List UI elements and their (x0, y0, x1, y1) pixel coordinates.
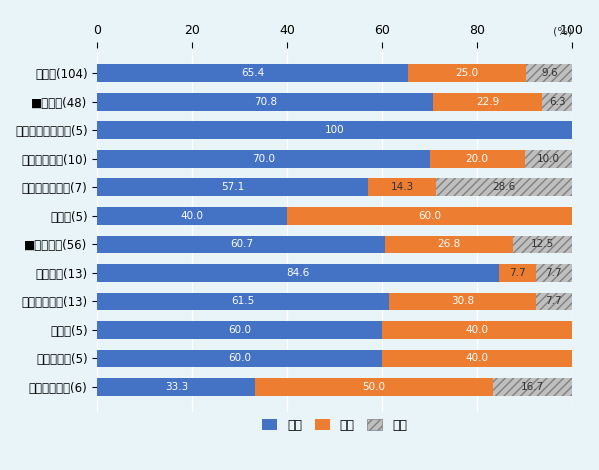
Text: 60.7: 60.7 (230, 239, 253, 250)
Text: 7.7: 7.7 (546, 297, 562, 306)
Bar (98, 207, 288, 225)
Text: 30.8: 30.8 (451, 297, 474, 306)
Bar (98, 264, 499, 282)
Text: 10.0: 10.0 (537, 154, 560, 164)
Text: 70.0: 70.0 (252, 154, 275, 164)
Text: 6.3: 6.3 (549, 97, 565, 107)
Bar (536, 264, 572, 282)
Bar (525, 150, 572, 168)
Text: 26.8: 26.8 (437, 239, 461, 250)
Text: (%): (%) (553, 27, 572, 37)
Bar (382, 321, 572, 339)
Bar (536, 264, 572, 282)
Bar (493, 378, 572, 396)
Text: 40.0: 40.0 (181, 211, 204, 221)
Text: 40.0: 40.0 (465, 353, 489, 363)
Text: 40.0: 40.0 (465, 325, 489, 335)
Text: 33.3: 33.3 (165, 382, 188, 392)
Bar (382, 350, 572, 368)
Text: 70.8: 70.8 (254, 97, 277, 107)
Text: 16.7: 16.7 (521, 382, 544, 392)
Text: 100: 100 (325, 125, 344, 135)
Bar (98, 150, 429, 168)
Bar (368, 179, 436, 196)
Text: 61.5: 61.5 (232, 297, 255, 306)
Text: 7.7: 7.7 (509, 268, 525, 278)
Bar (288, 207, 572, 225)
Text: 60.0: 60.0 (418, 211, 441, 221)
Bar (98, 235, 386, 253)
Bar (429, 150, 525, 168)
Bar (98, 350, 382, 368)
Bar (527, 64, 572, 82)
Text: 12.5: 12.5 (531, 239, 554, 250)
Bar (513, 235, 572, 253)
Legend: 黒字, 均衡, 赤字: 黒字, 均衡, 赤字 (262, 419, 407, 431)
Bar (382, 350, 572, 368)
Bar (499, 264, 536, 282)
Text: 60.0: 60.0 (228, 353, 251, 363)
Bar (98, 321, 382, 339)
Bar (255, 378, 493, 396)
Text: 22.9: 22.9 (476, 97, 500, 107)
Bar (98, 179, 368, 196)
Bar (493, 378, 572, 396)
Text: 57.1: 57.1 (221, 182, 244, 192)
Bar (434, 93, 542, 110)
Bar (98, 378, 255, 396)
Bar (98, 293, 389, 310)
Bar (389, 293, 536, 310)
Bar (98, 93, 434, 110)
Text: 14.3: 14.3 (391, 182, 414, 192)
Bar (382, 321, 572, 339)
Bar (386, 235, 513, 253)
Bar (436, 179, 572, 196)
Bar (98, 64, 408, 82)
Bar (389, 293, 536, 310)
Text: 7.7: 7.7 (546, 268, 562, 278)
Bar (434, 93, 542, 110)
Bar (408, 64, 527, 82)
Bar (386, 235, 513, 253)
Bar (255, 378, 493, 396)
Bar (525, 150, 572, 168)
Text: 84.6: 84.6 (286, 268, 310, 278)
Bar (536, 293, 572, 310)
Bar (499, 264, 536, 282)
Text: 20.0: 20.0 (465, 154, 489, 164)
Bar (536, 293, 572, 310)
Text: 25.0: 25.0 (456, 68, 479, 78)
Bar (288, 207, 572, 225)
Text: 60.0: 60.0 (228, 325, 251, 335)
Text: 65.4: 65.4 (241, 68, 264, 78)
Bar (368, 179, 436, 196)
Bar (429, 150, 525, 168)
Text: 50.0: 50.0 (362, 382, 386, 392)
Bar (98, 121, 572, 139)
Bar (542, 93, 572, 110)
Bar (436, 179, 572, 196)
Text: 9.6: 9.6 (541, 68, 558, 78)
Bar (513, 235, 572, 253)
Text: 28.6: 28.6 (492, 182, 516, 192)
Bar (527, 64, 572, 82)
Bar (542, 93, 572, 110)
Bar (408, 64, 527, 82)
